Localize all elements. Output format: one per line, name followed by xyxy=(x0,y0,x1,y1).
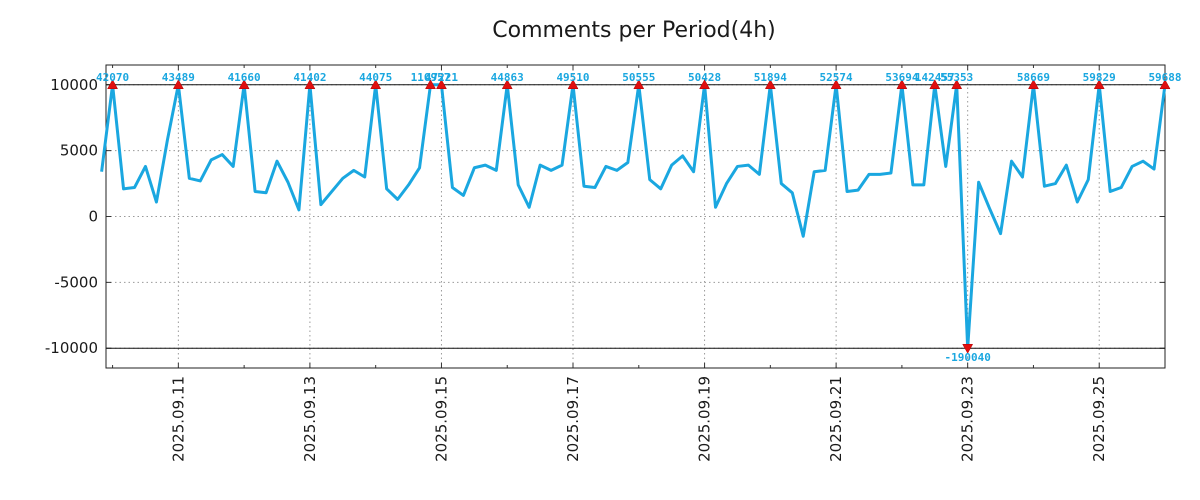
clip-marker xyxy=(764,79,776,90)
x-tick-label: 2025.09.13 xyxy=(301,376,319,462)
clip-marker xyxy=(929,79,941,90)
clip-marker xyxy=(1159,79,1171,90)
clip-value-label: 52574 xyxy=(820,71,853,84)
y-tick-label: -10000 xyxy=(45,339,98,357)
clip-value-label: 110957 xyxy=(411,71,451,84)
clip-marker xyxy=(699,79,710,90)
clip-marker xyxy=(567,79,579,90)
clip-value-label: 50555 xyxy=(622,71,655,84)
y-tick-label: 10000 xyxy=(50,76,98,94)
x-tick-label: 2025.09.23 xyxy=(959,376,977,462)
clip-value-label: 59688 xyxy=(1148,71,1181,84)
clip-marker xyxy=(304,79,316,90)
clip-marker xyxy=(436,79,447,90)
series-line-comments xyxy=(100,83,1167,350)
clip-value-label: 142457 xyxy=(915,71,955,84)
chart-title: Comments per Period(4h) xyxy=(492,18,776,43)
clip-value-label: 49510 xyxy=(556,71,589,84)
clip-marker xyxy=(1093,79,1105,90)
y-tick-label: -5000 xyxy=(54,273,98,291)
clip-value-label: 44075 xyxy=(359,71,392,84)
clip-value-label: 55353 xyxy=(940,71,973,84)
clip-value-label: 41660 xyxy=(228,71,261,84)
clip-marker xyxy=(238,79,250,90)
clip-value-label: 51894 xyxy=(754,71,787,84)
x-tick-label: 2025.09.25 xyxy=(1090,376,1108,462)
clip-value-label: 44863 xyxy=(491,71,524,84)
clip-value-label: 50428 xyxy=(688,71,721,84)
clip-value-label: 47221 xyxy=(425,71,458,84)
clip-value-label: 58669 xyxy=(1017,71,1050,84)
clip-marker xyxy=(501,79,513,90)
clip-marker xyxy=(107,79,119,90)
clip-value-label: 43489 xyxy=(162,71,195,84)
clip-marker xyxy=(951,79,963,90)
clip-marker xyxy=(172,79,184,90)
x-tick-label: 2025.09.15 xyxy=(432,376,450,462)
clip-value-label: 42070 xyxy=(96,71,129,84)
clip-marker xyxy=(896,79,908,90)
plot-frame xyxy=(105,64,1166,369)
clip-marker xyxy=(370,79,382,90)
y-tick-label: 0 xyxy=(88,208,98,226)
clip-marker xyxy=(830,79,842,90)
clip-value-label: -190040 xyxy=(944,351,990,364)
clip-value-label: 59829 xyxy=(1083,71,1116,84)
clip-marker xyxy=(425,79,436,90)
x-tick-label: 2025.09.19 xyxy=(696,376,714,462)
clip-marker xyxy=(633,79,645,90)
clip-marker xyxy=(1028,79,1039,90)
clip-value-label: 41402 xyxy=(293,71,326,84)
x-tick-label: 2025.09.17 xyxy=(564,376,582,462)
clip-marker xyxy=(962,343,974,354)
plot-area: 10000 5000 0 -5000 -10000 2025.09.11 2025.09.1… xyxy=(45,64,1182,462)
y-tick-label: 5000 xyxy=(60,142,98,160)
x-tick-label: 2025.09.21 xyxy=(827,376,845,462)
clip-value-label: 53694 xyxy=(885,71,918,84)
x-tick-label: 2025.09.11 xyxy=(169,376,187,462)
